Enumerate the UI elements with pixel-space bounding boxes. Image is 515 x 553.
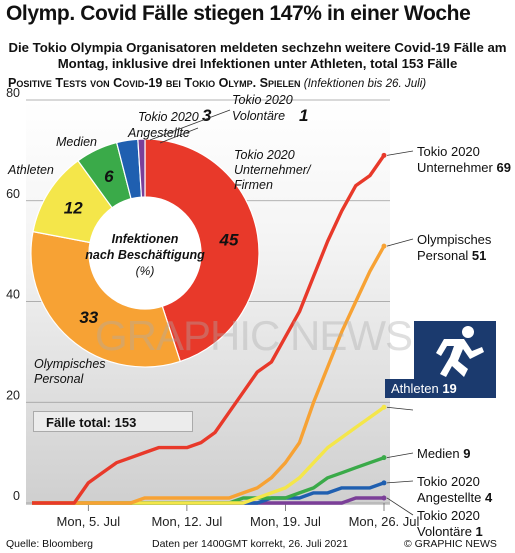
donut-category-label: Medien xyxy=(56,135,97,149)
x-tick-label: Mon, 12. Jul xyxy=(151,514,222,529)
series-end-point xyxy=(381,480,387,486)
subtitle: Die Tokio Olympia Organisatoren meldeten… xyxy=(8,40,507,71)
series-leader-line xyxy=(386,406,414,411)
series-line xyxy=(32,154,386,505)
series-label: Tokio 2020 Unternehmer 69 xyxy=(417,144,511,175)
donut-value-label: 12 xyxy=(64,198,83,217)
donut-category-label: Tokio 2020 Unternehmer/Firmen xyxy=(234,148,312,192)
donut-leader-line xyxy=(149,109,231,141)
donut-category-label: Athleten xyxy=(7,163,54,177)
series-leader-line xyxy=(386,480,414,484)
athletes-badge-label: Athleten xyxy=(391,381,439,396)
y-tick-label: 60 xyxy=(6,187,20,201)
section-title-note: (Infektionen bis 26. Juli) xyxy=(303,77,427,90)
x-tick-label: Mon, 5. Jul xyxy=(57,514,121,529)
athletes-badge-value: 19 xyxy=(442,381,457,396)
section-title: Positive Tests von Covid-19 bei Tokio Ol… xyxy=(8,76,426,90)
donut-center-title: Infektionen nach Beschäftigung xyxy=(85,232,205,262)
footer-note: Daten per 1400GMT korrekt, 26. Juli 2021 xyxy=(152,538,348,550)
donut-outside-value: 1 xyxy=(299,106,308,125)
series-end-point xyxy=(381,404,387,410)
x-tick-label: Mon, 19. Jul xyxy=(250,514,321,529)
page-title: Olymp. Covid Fälle stiegen 147% in einer… xyxy=(6,2,471,25)
donut-value-label: 45 xyxy=(218,231,238,250)
series-label: Tokio 2020 Volontäre 1 xyxy=(417,508,483,536)
series-end-point xyxy=(381,243,387,249)
donut-value-label: 6 xyxy=(104,167,114,186)
donut-outside-value: 3 xyxy=(202,106,212,125)
donut-leader-line xyxy=(159,127,199,144)
series-leader-line xyxy=(386,238,414,247)
donut-value-label: 33 xyxy=(79,308,98,327)
y-tick-label: 0 xyxy=(13,489,20,503)
series-label: Tokio 2020 Angestellte 4 xyxy=(417,474,493,505)
total-cases-box: Fälle total: 153 xyxy=(33,411,193,432)
series-line xyxy=(32,245,386,505)
series-label: Olympisches Personal 51 xyxy=(417,232,492,263)
series-end-point xyxy=(381,152,387,158)
footer: Quelle: Bloomberg Daten per 1400GMT korr… xyxy=(0,536,515,553)
donut-outside-label: Tokio 2020 Angestellte xyxy=(127,110,199,140)
series-label: Medien 9 xyxy=(417,446,470,461)
donut-center-unit: (%) xyxy=(136,264,155,278)
donut-outside-label: Tokio 2020 Volontäre xyxy=(232,93,293,123)
athletes-badge: Athleten 19 xyxy=(385,379,496,398)
donut-hole xyxy=(89,197,201,309)
section-title-main: Positive Tests von Covid-19 bei Tokio Ol… xyxy=(8,76,301,90)
footer-source: Quelle: Bloomberg xyxy=(6,538,93,550)
x-tick-label: Mon, 26. Jul xyxy=(349,514,420,529)
y-tick-label: 20 xyxy=(6,388,20,402)
series-leader-line xyxy=(386,150,414,156)
infections-chart: 0 20 40 60 80 Mon, 5. Jul Mon, 12. Jul Mon, 19.… xyxy=(6,86,511,536)
y-tick-label: 40 xyxy=(6,288,20,302)
series-leader-line xyxy=(386,497,414,516)
series-leader-line xyxy=(386,452,414,459)
series-end-point xyxy=(381,455,387,461)
series-end-point xyxy=(381,495,387,501)
footer-credit: © GRAPHIC NEWS xyxy=(404,538,497,550)
watermark-text: GRAPHIC NEWS xyxy=(95,312,413,359)
y-tick-label: 80 xyxy=(6,86,20,100)
donut-category-label: Olympisches Personal xyxy=(34,357,106,386)
